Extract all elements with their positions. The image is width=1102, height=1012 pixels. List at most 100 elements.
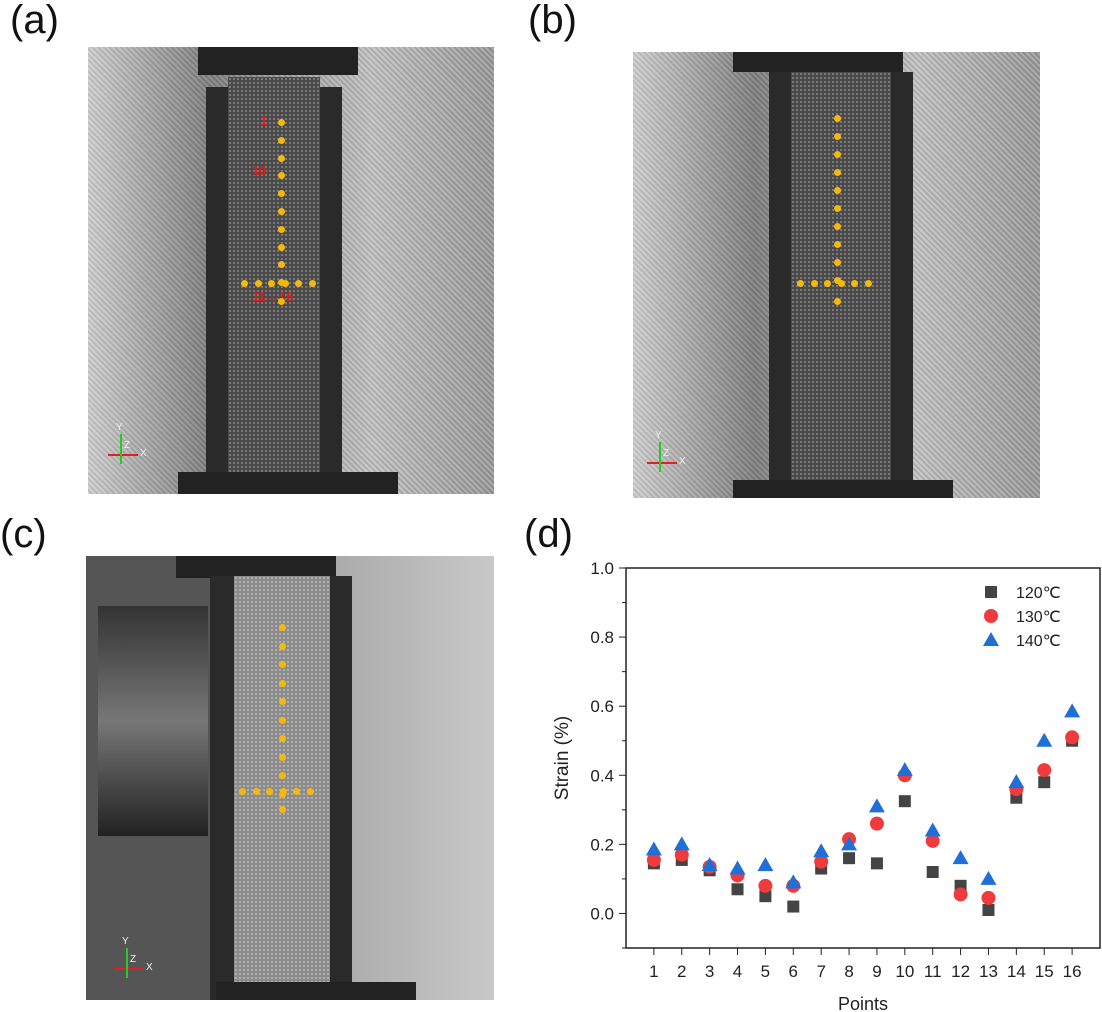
x-tick-label: 6 bbox=[789, 962, 798, 981]
measurement-point bbox=[279, 788, 287, 795]
measurement-point bbox=[252, 788, 260, 795]
data-point-circle bbox=[1065, 730, 1080, 745]
y-tick-label: 0.4 bbox=[590, 766, 614, 785]
measurement-point bbox=[268, 280, 275, 287]
measurement-point bbox=[834, 277, 841, 284]
measurement-point bbox=[864, 280, 872, 287]
measurement-point bbox=[834, 298, 841, 305]
measurement-point bbox=[241, 280, 248, 287]
panel-d-label: (d) bbox=[524, 512, 573, 556]
data-point-circle bbox=[1037, 763, 1052, 778]
x-tick-label: 11 bbox=[924, 962, 942, 981]
x-tick-label: 2 bbox=[677, 962, 686, 981]
data-point-circle bbox=[953, 887, 968, 902]
measurement-point bbox=[278, 225, 285, 233]
measurement-point bbox=[278, 190, 285, 198]
x-axis-label: Points bbox=[838, 994, 888, 1012]
measurement-point bbox=[797, 280, 804, 287]
measurement-point bbox=[278, 243, 285, 251]
data-point-square bbox=[870, 857, 883, 870]
measurement-point bbox=[834, 151, 841, 158]
y-tick-label: 0.0 bbox=[590, 904, 614, 923]
measurement-point bbox=[266, 788, 273, 795]
x-tick-label: 3 bbox=[705, 962, 714, 981]
x-tick-label: 9 bbox=[872, 962, 881, 981]
legend-marker-triangle bbox=[983, 632, 999, 646]
measurement-point bbox=[851, 280, 858, 287]
annotation-second-line: 11→16 bbox=[252, 289, 294, 304]
measurement-point bbox=[278, 261, 285, 269]
x-tick-label: 13 bbox=[979, 962, 998, 981]
measurement-point bbox=[279, 679, 286, 687]
measurement-point bbox=[824, 280, 831, 287]
data-point-triangle bbox=[1064, 703, 1081, 718]
strain-chart: 0.00.20.40.60.81.01 2 3 4 5 6 7 8 9 10 11 12 13 14 15 1… bbox=[552, 559, 1101, 1012]
x-tick-label: 14 bbox=[1007, 962, 1026, 981]
measurement-point bbox=[278, 119, 285, 126]
x-tick-label: 4 bbox=[733, 962, 742, 981]
x-tick-label: 5 bbox=[761, 962, 770, 981]
measurement-point bbox=[254, 280, 262, 287]
measurement-point bbox=[279, 716, 286, 724]
data-point-triangle bbox=[980, 870, 997, 885]
y-axis-label: Strain (%) bbox=[552, 716, 573, 800]
data-point-circle bbox=[981, 890, 996, 905]
data-point-triangle bbox=[785, 874, 802, 889]
data-point-square bbox=[731, 883, 744, 896]
legend-marker-circle bbox=[984, 609, 998, 623]
y-tick-label: 0.2 bbox=[590, 835, 614, 854]
data-point-triangle bbox=[841, 836, 858, 851]
data-point-circle bbox=[674, 847, 689, 862]
measurement-point bbox=[306, 788, 314, 795]
data-point-triangle bbox=[729, 860, 746, 875]
measurement-point bbox=[834, 241, 841, 248]
measurement-point bbox=[279, 661, 286, 668]
data-point-square bbox=[898, 795, 911, 808]
data-point-triangle bbox=[701, 857, 718, 872]
data-point-triangle bbox=[868, 798, 885, 813]
x-tick-label: 12 bbox=[951, 962, 970, 981]
panel-c-label: (c) bbox=[0, 512, 47, 556]
data-point-circle bbox=[869, 816, 884, 831]
measurement-point bbox=[239, 788, 246, 795]
annotation-end: 10 bbox=[252, 163, 267, 178]
measurement-point bbox=[279, 735, 286, 742]
measurement-point bbox=[278, 136, 285, 144]
x-tick-label: 1 bbox=[649, 962, 658, 981]
measurement-point bbox=[293, 788, 300, 795]
data-point-square bbox=[1038, 776, 1051, 789]
measurement-point bbox=[834, 133, 841, 140]
measurement-point bbox=[834, 223, 841, 230]
data-point-triangle bbox=[1008, 774, 1025, 789]
measurement-point bbox=[279, 772, 286, 779]
measurement-point bbox=[278, 172, 285, 180]
x-tick-label: 10 bbox=[895, 962, 914, 981]
measurement-point bbox=[278, 154, 285, 162]
measurement-point bbox=[279, 624, 286, 631]
measurement-point bbox=[279, 806, 286, 813]
data-point-triangle bbox=[952, 850, 969, 865]
data-point-square bbox=[843, 852, 856, 865]
measurement-point bbox=[837, 280, 845, 287]
y-tick-label: 1.0 bbox=[590, 559, 614, 578]
annotation-start: 1 bbox=[260, 113, 268, 128]
measurement-point bbox=[308, 280, 316, 287]
measurement-point bbox=[279, 642, 286, 650]
x-tick-label: 16 bbox=[1063, 962, 1082, 981]
data-point-triangle bbox=[757, 857, 774, 872]
data-point-square bbox=[982, 904, 995, 916]
data-point-circle bbox=[646, 852, 661, 867]
x-tick-label: 7 bbox=[816, 962, 825, 981]
data-point-square bbox=[759, 890, 772, 903]
data-point-circle bbox=[758, 878, 773, 893]
measurement-point bbox=[834, 115, 841, 122]
legend-label: 120℃ bbox=[1016, 585, 1061, 602]
data-point-triangle bbox=[813, 843, 830, 858]
data-point-square bbox=[926, 866, 939, 878]
measurement-point bbox=[834, 205, 841, 212]
data-point-circle bbox=[925, 833, 940, 848]
data-point-triangle bbox=[924, 822, 941, 837]
data-point-triangle bbox=[1036, 732, 1053, 747]
x-tick-label: 8 bbox=[844, 962, 853, 981]
